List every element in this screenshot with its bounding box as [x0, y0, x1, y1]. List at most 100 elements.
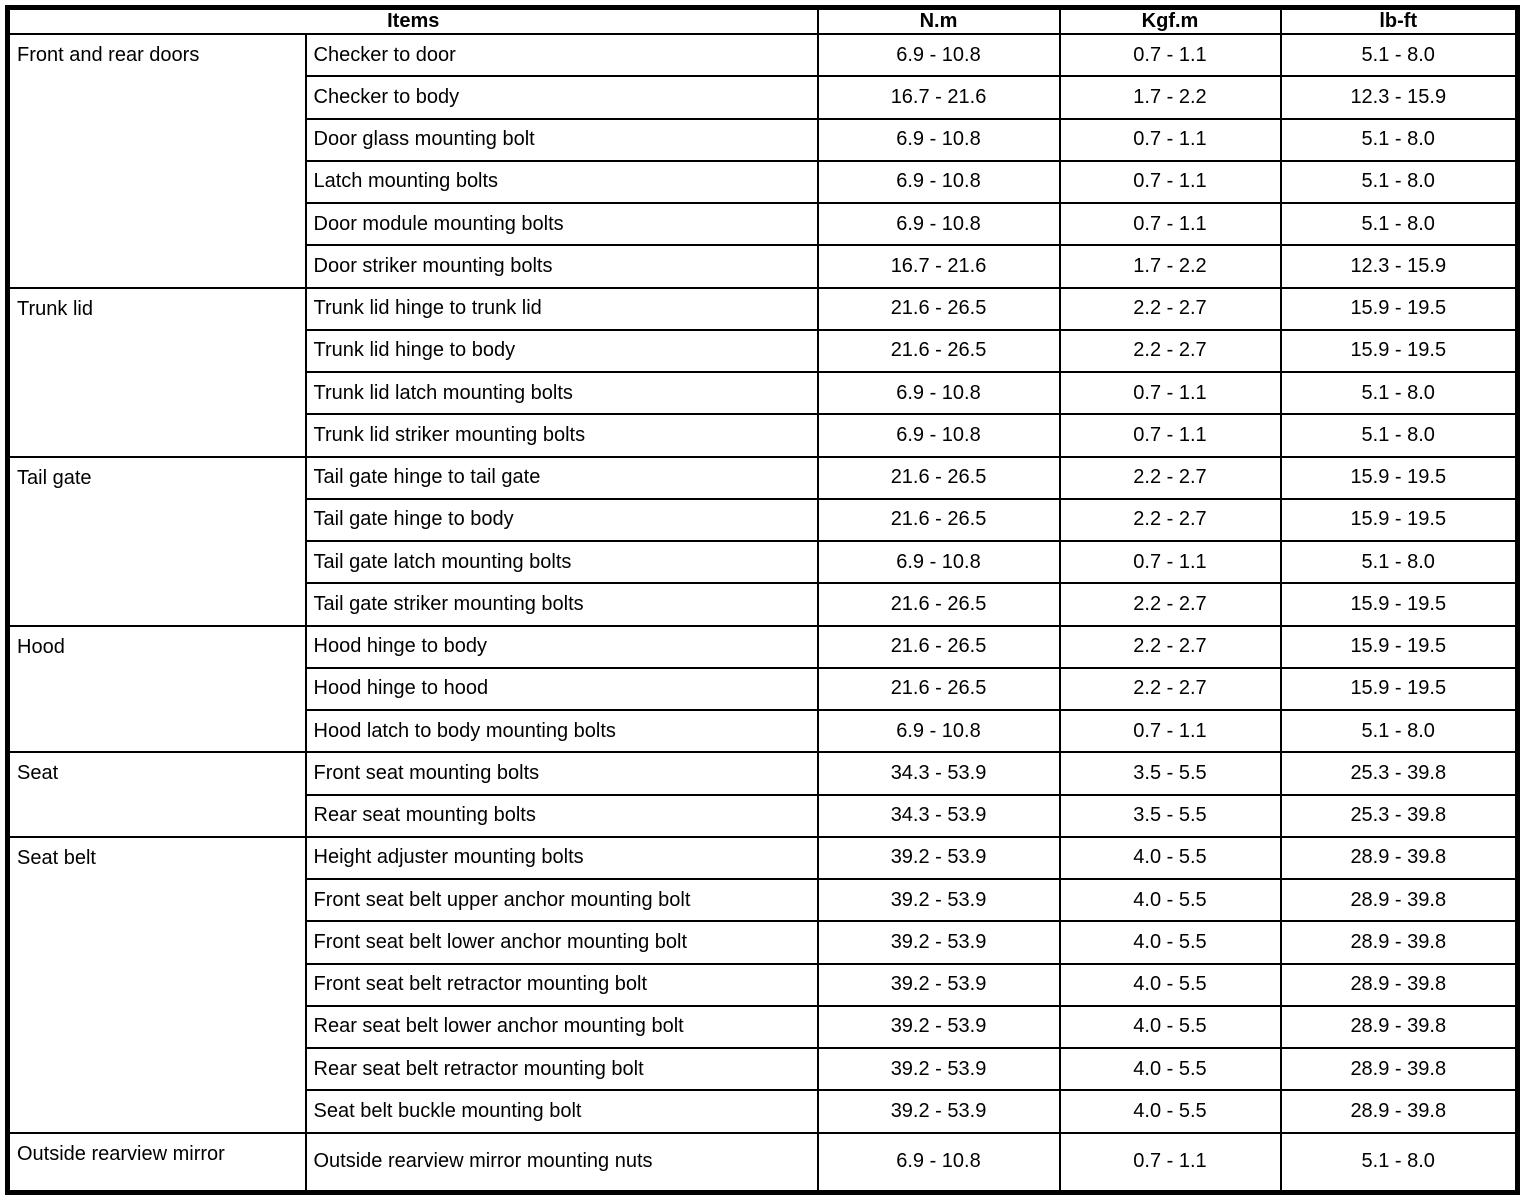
table-row: Front seat belt upper anchor mounting bo…: [8, 877, 1519, 923]
torque-kgfm-cell: 2.2 - 2.7: [1058, 582, 1282, 627]
torque-lbft-cell: 28.9 - 39.8: [1279, 1004, 1519, 1050]
torque-lbft-cell: 5.1 - 8.0: [1279, 708, 1519, 754]
torque-kgfm-cell: 4.0 - 5.5: [1058, 920, 1282, 965]
item-cell: Front seat belt upper anchor mounting bo…: [304, 877, 819, 923]
torque-nm-cell: 39.2 - 53.9: [816, 877, 1061, 923]
torque-lbft-cell: 15.9 - 19.5: [1279, 328, 1519, 374]
item-cell: Rear seat belt lower anchor mounting bol…: [304, 1004, 819, 1050]
table-row: Front and rear doors Checker to door 6.9 -…: [6, 32, 1519, 289]
item-cell: Trunk lid striker mounting bolts: [304, 413, 819, 458]
item-cell: Tail gate latch mounting bolts: [304, 539, 819, 585]
table-row: Hood Hood hinge to body 21.6 - 26.5 2.2 - 2…: [6, 624, 1519, 754]
item-cell: Door glass mounting bolt: [304, 117, 819, 162]
item-cell: Trunk lid hinge to trunk lid: [304, 286, 819, 331]
item-cell: Door striker mounting bolts: [304, 244, 819, 289]
item-cell: Hood hinge to hood: [304, 666, 819, 712]
torque-lbft-cell: 15.9 - 19.5: [1279, 666, 1519, 712]
torque-lbft-cell: 5.1 - 8.0: [1279, 370, 1519, 416]
torque-kgfm-cell: 4.0 - 5.5: [1058, 1004, 1282, 1050]
torque-kgfm-cell: 2.2 - 2.7: [1058, 497, 1282, 543]
item-cell: Tail gate striker mounting bolts: [304, 582, 819, 627]
category-cell: Seat: [6, 751, 307, 838]
torque-lbft-cell: 5.1 - 8.0: [1279, 1131, 1519, 1194]
item-cell: Checker to body: [304, 75, 819, 120]
torque-kgfm-cell: 4.0 - 5.5: [1058, 1046, 1282, 1092]
torque-nm-cell: 21.6 - 26.5: [816, 582, 1061, 627]
torque-lbft-cell: 25.3 - 39.8: [1279, 793, 1519, 838]
torque-lbft-cell: 28.9 - 39.8: [1279, 962, 1519, 1007]
torque-nm-cell: 39.2 - 53.9: [816, 920, 1061, 965]
table-row: Trunk lid latch mounting bolts 6.9 - 10.8…: [8, 370, 1519, 416]
torque-kgfm-cell: 4.0 - 5.5: [1058, 962, 1282, 1007]
lbft-column-header: lb-ft: [1279, 6, 1519, 35]
torque-lbft-cell: 5.1 - 8.0: [1279, 32, 1519, 78]
torque-kgfm-cell: 0.7 - 1.1: [1058, 117, 1282, 162]
torque-lbft-cell: 12.3 - 15.9: [1279, 244, 1519, 289]
torque-kgfm-cell: 3.5 - 5.5: [1058, 793, 1282, 838]
item-cell: Door module mounting bolts: [304, 201, 819, 247]
torque-nm-cell: 21.6 - 26.5: [816, 455, 1061, 500]
item-cell: Seat belt buckle mounting bolt: [304, 1089, 819, 1134]
item-cell: Outside rearview mirror mounting nuts: [304, 1131, 819, 1194]
torque-kgfm-cell: 2.2 - 2.7: [1058, 328, 1282, 374]
table-row: Rear seat belt retractor mounting bolt 39…: [8, 1046, 1519, 1092]
torque-kgfm-cell: 1.7 - 2.2: [1058, 244, 1282, 289]
item-cell: Checker to door: [304, 32, 819, 78]
torque-lbft-cell: 15.9 - 19.5: [1279, 286, 1519, 331]
torque-kgfm-cell: 2.2 - 2.7: [1058, 286, 1282, 331]
torque-kgfm-cell: 0.7 - 1.1: [1058, 32, 1282, 78]
table-row: Door glass mounting bolt 6.9 - 10.8 0.7 - …: [8, 117, 1519, 162]
item-cell: Trunk lid latch mounting bolts: [304, 370, 819, 416]
torque-lbft-cell: 15.9 - 19.5: [1279, 624, 1519, 669]
table-row: Tail gate striker mounting bolts 21.6 - 2…: [8, 582, 1519, 627]
item-cell: Latch mounting bolts: [304, 159, 819, 205]
torque-nm-cell: 39.2 - 53.9: [816, 962, 1061, 1007]
item-cell: Trunk lid hinge to body: [304, 328, 819, 374]
torque-lbft-cell: 15.9 - 19.5: [1279, 582, 1519, 627]
table-row: Tail gate hinge to body 21.6 - 26.5 2.2 - …: [8, 497, 1519, 543]
item-cell: Height adjuster mounting bolts: [304, 835, 819, 881]
table-row: Seat belt Height adjuster mounting bolts 3…: [6, 835, 1519, 1134]
torque-kgfm-cell: 2.2 - 2.7: [1058, 624, 1282, 669]
table-row: Seat belt buckle mounting bolt 39.2 - 53.…: [8, 1089, 1519, 1134]
torque-nm-cell: 6.9 - 10.8: [816, 117, 1061, 162]
torque-lbft-cell: 15.9 - 19.5: [1279, 497, 1519, 543]
item-cell: Front seat mounting bolts: [304, 751, 819, 796]
table-row: Checker to body 16.7 - 21.6 1.7 - 2.2 12.3 …: [8, 75, 1519, 120]
table-row: Seat Front seat mounting bolts 34.3 - 53.9…: [6, 751, 1519, 838]
torque-kgfm-cell: 0.7 - 1.1: [1058, 370, 1282, 416]
torque-nm-cell: 6.9 - 10.8: [816, 159, 1061, 205]
category-cell: Seat belt: [6, 835, 307, 1134]
torque-kgfm-cell: 0.7 - 1.1: [1058, 201, 1282, 247]
item-cell: Hood latch to body mounting bolts: [304, 708, 819, 754]
item-cell: Rear seat belt retractor mounting bolt: [304, 1046, 819, 1092]
items-header: Items: [6, 6, 819, 35]
table-row: Trunk lid hinge to body 21.6 - 26.5 2.2 - …: [8, 328, 1519, 374]
item-cell: Rear seat mounting bolts: [304, 793, 819, 838]
torque-nm-cell: 39.2 - 53.9: [816, 835, 1061, 881]
torque-kgfm-cell: 0.7 - 1.1: [1058, 413, 1282, 458]
torque-kgfm-cell: 0.7 - 1.1: [1058, 1131, 1282, 1194]
torque-nm-cell: 21.6 - 26.5: [816, 666, 1061, 712]
item-cell: Tail gate hinge to tail gate: [304, 455, 819, 500]
torque-kgfm-cell: 4.0 - 5.5: [1058, 877, 1282, 923]
item-cell: Tail gate hinge to body: [304, 497, 819, 543]
torque-kgfm-cell: 0.7 - 1.1: [1058, 539, 1282, 585]
torque-lbft-cell: 12.3 - 15.9: [1279, 75, 1519, 120]
torque-nm-cell: 21.6 - 26.5: [816, 497, 1061, 543]
torque-lbft-cell: 28.9 - 39.8: [1279, 1089, 1519, 1134]
torque-nm-cell: 39.2 - 53.9: [816, 1046, 1061, 1092]
torque-nm-cell: 34.3 - 53.9: [816, 793, 1061, 838]
torque-lbft-cell: 28.9 - 39.8: [1279, 835, 1519, 881]
table-row: Trunk lid striker mounting bolts 6.9 - 10…: [8, 413, 1519, 458]
table-row: Front seat belt lower anchor mounting bo…: [8, 920, 1519, 965]
torque-lbft-cell: 5.1 - 8.0: [1279, 159, 1519, 205]
header-row: Items N.m Kgf.m lb-ft: [6, 6, 1519, 35]
item-cell: Front seat belt retractor mounting bolt: [304, 962, 819, 1007]
torque-nm-cell: 6.9 - 10.8: [816, 370, 1061, 416]
torque-nm-cell: 39.2 - 53.9: [816, 1004, 1061, 1050]
category-cell: Outside rearview mirror: [6, 1131, 307, 1194]
torque-lbft-cell: 28.9 - 39.8: [1279, 1046, 1519, 1092]
torque-nm-cell: 6.9 - 10.8: [816, 413, 1061, 458]
nm-column-header: N.m: [816, 6, 1061, 35]
